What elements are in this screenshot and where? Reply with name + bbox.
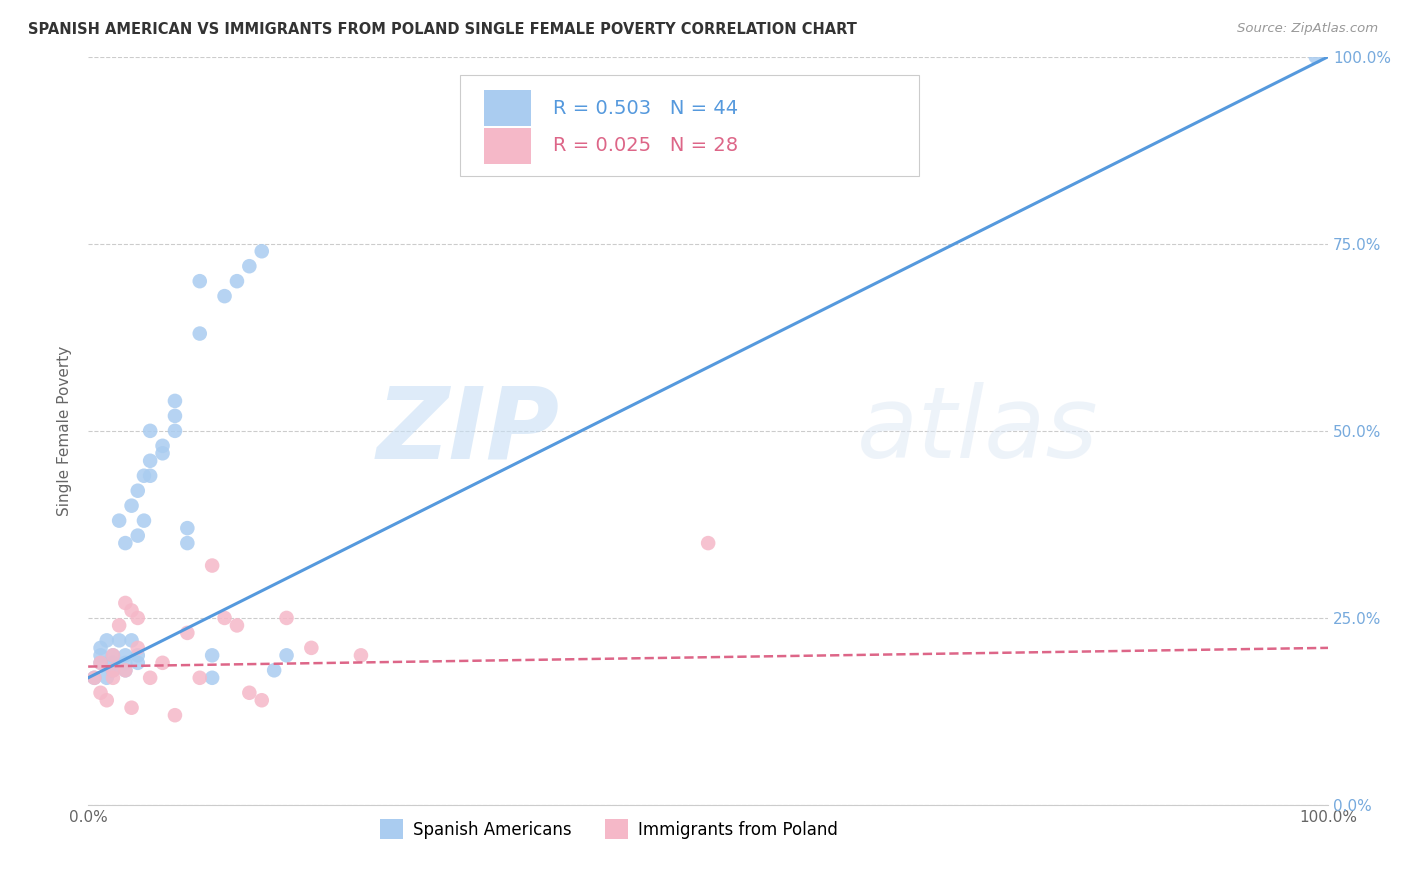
Legend: Spanish Americans, Immigrants from Poland: Spanish Americans, Immigrants from Polan… — [373, 813, 845, 846]
Point — [90, 648, 112, 663]
Point — [276, 648, 298, 663]
Point — [176, 521, 198, 535]
Point — [176, 536, 198, 550]
Text: ZIP: ZIP — [377, 383, 560, 479]
Point — [127, 656, 149, 670]
Point — [96, 671, 118, 685]
Point — [121, 499, 143, 513]
Point — [188, 274, 211, 288]
Text: SPANISH AMERICAN VS IMMIGRANTS FROM POLAND SINGLE FEMALE POVERTY CORRELATION CHA: SPANISH AMERICAN VS IMMIGRANTS FROM POLA… — [28, 22, 858, 37]
FancyBboxPatch shape — [460, 76, 920, 177]
Point — [176, 626, 198, 640]
Point — [114, 663, 136, 677]
Point — [163, 708, 186, 723]
Point — [697, 536, 720, 550]
Point — [96, 693, 118, 707]
Point — [121, 633, 143, 648]
Point — [132, 514, 155, 528]
Text: Source: ZipAtlas.com: Source: ZipAtlas.com — [1237, 22, 1378, 36]
FancyBboxPatch shape — [484, 128, 531, 164]
Point — [188, 326, 211, 341]
Point — [101, 648, 124, 663]
Point — [214, 289, 236, 303]
Point — [114, 596, 136, 610]
Point — [114, 656, 136, 670]
Point — [226, 618, 249, 632]
Point — [152, 439, 174, 453]
Point — [132, 468, 155, 483]
Point — [226, 274, 249, 288]
Point — [83, 671, 105, 685]
Point — [108, 618, 131, 632]
Point — [127, 528, 149, 542]
Point — [201, 671, 224, 685]
Point — [90, 656, 112, 670]
Point — [139, 468, 162, 483]
Point — [1305, 50, 1327, 64]
Point — [201, 648, 224, 663]
Point — [127, 640, 149, 655]
Point — [121, 700, 143, 714]
Point — [101, 671, 124, 685]
Point — [127, 611, 149, 625]
Point — [114, 663, 136, 677]
Point — [214, 611, 236, 625]
Text: R = 0.503   N = 44: R = 0.503 N = 44 — [553, 99, 738, 118]
Point — [139, 454, 162, 468]
Point — [83, 671, 105, 685]
Point — [90, 686, 112, 700]
Point — [188, 671, 211, 685]
Point — [108, 514, 131, 528]
Point — [114, 648, 136, 663]
Point — [350, 648, 373, 663]
Point — [90, 656, 112, 670]
Point — [101, 648, 124, 663]
Point — [163, 393, 186, 408]
Point — [101, 663, 124, 677]
Point — [152, 656, 174, 670]
Point — [101, 656, 124, 670]
Point — [139, 424, 162, 438]
Point — [163, 409, 186, 423]
Point — [201, 558, 224, 573]
Point — [90, 640, 112, 655]
Y-axis label: Single Female Poverty: Single Female Poverty — [58, 346, 72, 516]
Text: atlas: atlas — [856, 383, 1098, 479]
Point — [276, 611, 298, 625]
Point — [250, 693, 273, 707]
Point — [108, 633, 131, 648]
Point — [127, 483, 149, 498]
Point — [101, 663, 124, 677]
Point — [96, 633, 118, 648]
Point — [127, 648, 149, 663]
FancyBboxPatch shape — [484, 90, 531, 127]
Point — [299, 640, 322, 655]
Point — [163, 424, 186, 438]
Point — [139, 671, 162, 685]
Point — [250, 244, 273, 259]
Point — [121, 603, 143, 617]
Point — [238, 686, 260, 700]
Point — [238, 259, 260, 273]
Point — [114, 536, 136, 550]
Point — [152, 446, 174, 460]
Text: R = 0.025   N = 28: R = 0.025 N = 28 — [553, 136, 738, 155]
Point — [263, 663, 285, 677]
